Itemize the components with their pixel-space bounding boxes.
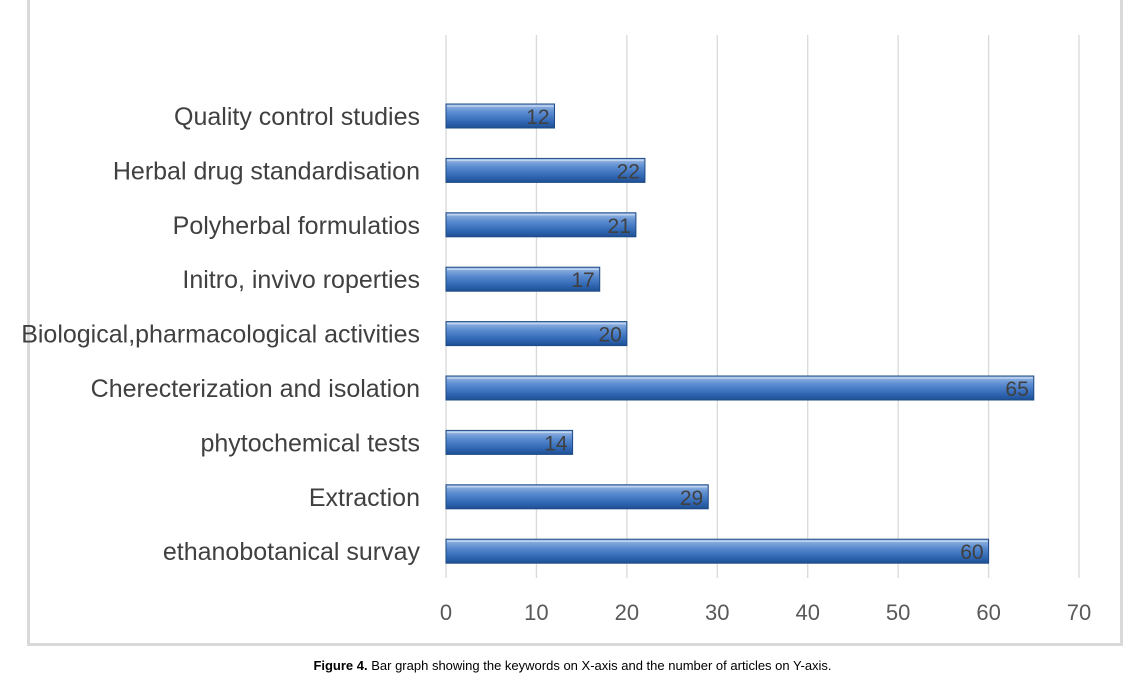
category-label: Quality control studies (174, 103, 420, 131)
x-tick-label: 60 (976, 600, 1000, 625)
data-label: 65 (1005, 378, 1028, 401)
bar (446, 485, 708, 509)
x-tick-label: 10 (524, 600, 548, 625)
data-label: 14 (544, 432, 568, 455)
x-tick-label: 20 (615, 600, 639, 625)
x-tick-label: 30 (705, 600, 729, 625)
category-label: phytochemical tests (200, 429, 420, 457)
bar (446, 158, 645, 182)
x-tick-label: 70 (1067, 600, 1091, 625)
category-label: Extraction (309, 484, 420, 512)
figure-ref: Figure 4. (313, 658, 367, 673)
category-label: Initro, invivo roperties (182, 266, 420, 294)
data-label: 60 (960, 541, 983, 564)
data-label: 21 (608, 215, 631, 238)
bars (446, 104, 1034, 563)
data-label: 29 (680, 487, 703, 510)
category-label: Cherecterization and isolation (91, 375, 420, 403)
category-label: Herbal drug standardisation (113, 157, 420, 185)
category-label: ethanobotanical survay (163, 538, 421, 566)
x-tick-label: 0 (440, 600, 452, 625)
category-label: Biological,pharmacological activities (21, 321, 420, 349)
category-label: Polyherbal formulatios (173, 212, 420, 240)
x-tick-label: 40 (795, 600, 819, 625)
data-label: 12 (526, 106, 549, 129)
bar-chart: Quality control studies Herbal drug stand… (0, 0, 1145, 650)
x-tick-labels: 0 10 20 30 40 50 60 70 (440, 600, 1091, 625)
caption-text: Bar graph showing the keywords on X-axis… (368, 658, 832, 673)
category-labels: Quality control studies Herbal drug stand… (21, 103, 420, 566)
bar (446, 539, 989, 563)
x-tick-label: 50 (886, 600, 910, 625)
data-label: 22 (617, 160, 640, 183)
bar (446, 376, 1034, 400)
data-label: 20 (598, 324, 621, 347)
data-label: 17 (571, 269, 594, 292)
figure-caption: Figure 4. Bar graph showing the keywords… (0, 658, 1145, 673)
